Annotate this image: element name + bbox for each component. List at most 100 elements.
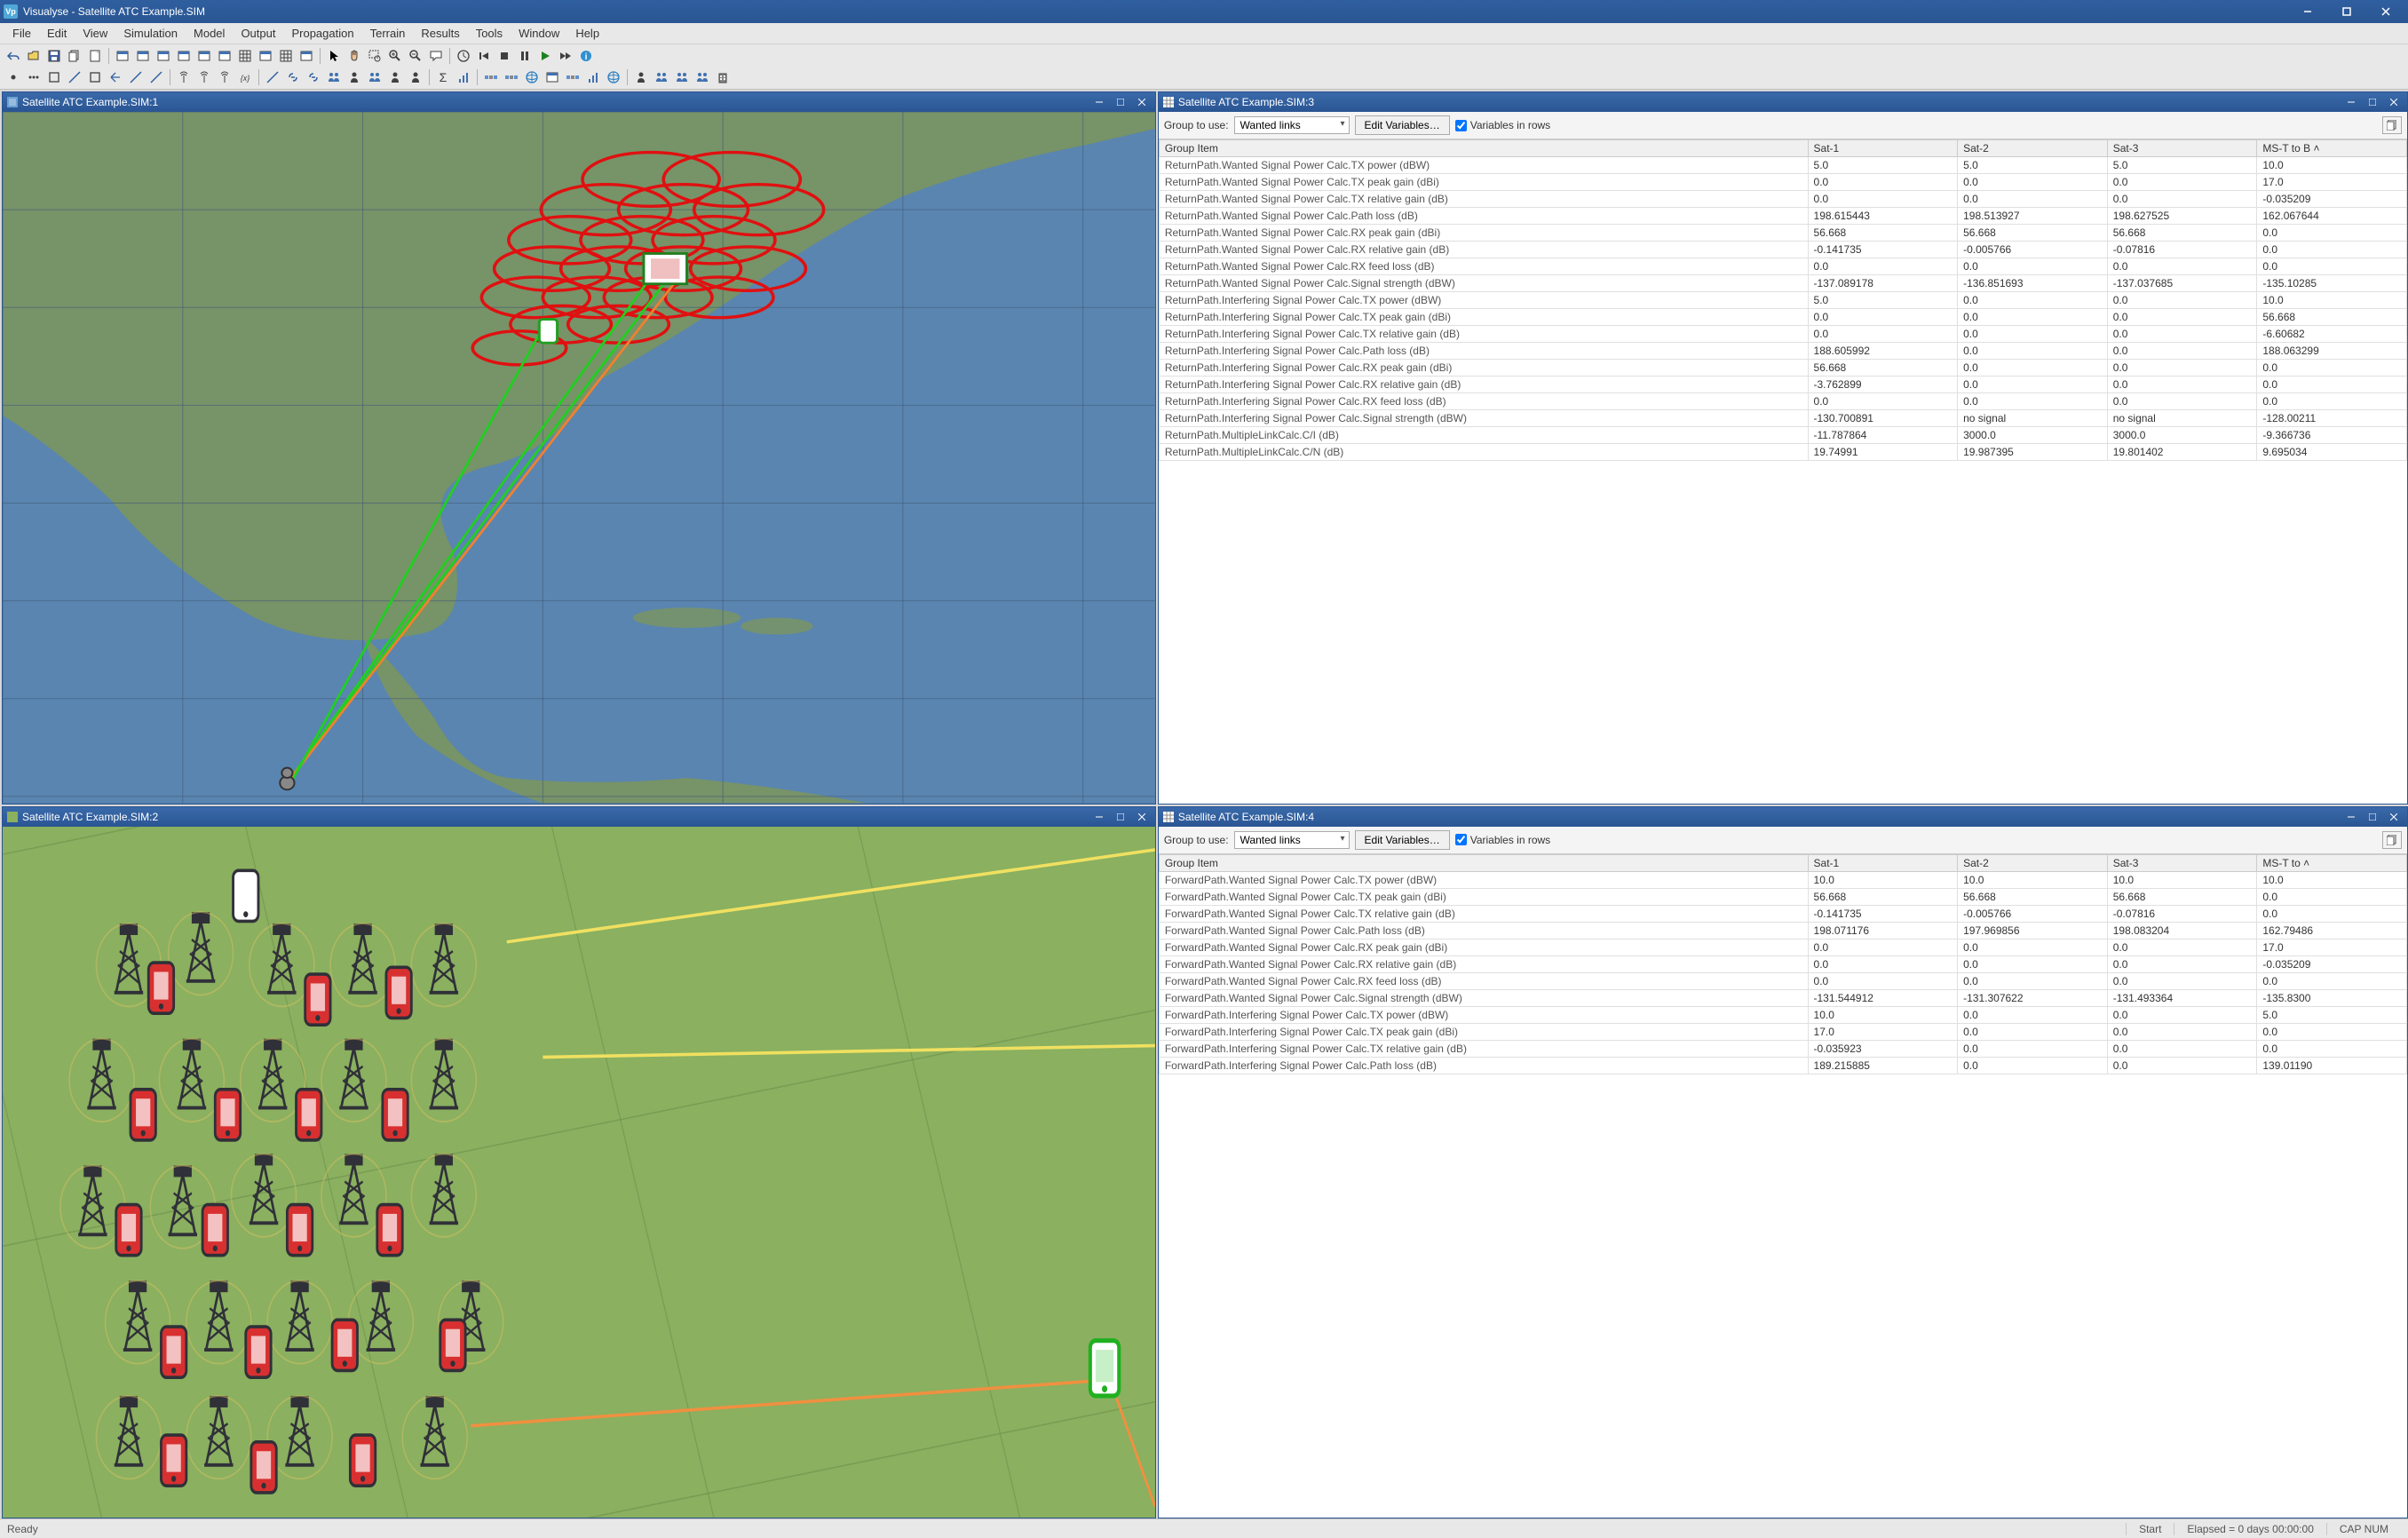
toolbar-building-icon[interactable]: [713, 67, 733, 87]
toolbar-people-icon[interactable]: [672, 67, 692, 87]
menu-file[interactable]: File: [5, 25, 38, 42]
toolbar-globe-icon[interactable]: [522, 67, 542, 87]
toolbar-zoomout-icon[interactable]: [406, 46, 425, 66]
table-scroll-4[interactable]: Group ItemSat-1Sat-2Sat-3MS-T to ˄Forwar…: [1159, 854, 2407, 1518]
map-world-view[interactable]: [3, 112, 1155, 804]
toolbar-window-icon[interactable]: [543, 67, 562, 87]
toolbar-play-icon[interactable]: [535, 46, 555, 66]
toolbar-line-icon[interactable]: [147, 67, 166, 87]
col-header[interactable]: Group Item: [1159, 854, 1808, 871]
toolbar-antenna-icon[interactable]: [194, 67, 214, 87]
toolbar-chat-icon[interactable]: [426, 46, 446, 66]
toolbar-grid-icon[interactable]: [235, 46, 255, 66]
toolbar-window-icon[interactable]: [133, 46, 153, 66]
child-maximize-button[interactable]: [2363, 94, 2382, 110]
toolbar-people-icon[interactable]: [324, 67, 344, 87]
toolbar-save-icon[interactable]: [44, 46, 64, 66]
group-select[interactable]: Wanted links: [1234, 831, 1350, 849]
toolbar-zoomrect-icon[interactable]: [365, 46, 384, 66]
toolbar-copy-icon[interactable]: [65, 46, 84, 66]
toolbar-person-icon[interactable]: [631, 67, 651, 87]
toolbar-people-icon[interactable]: [365, 67, 384, 87]
toolbar-new-icon[interactable]: [85, 46, 105, 66]
child-close-button[interactable]: [2384, 809, 2404, 825]
child-minimize-button[interactable]: [2341, 94, 2361, 110]
child-close-button[interactable]: [1132, 809, 1152, 825]
toolbar-window-icon[interactable]: [113, 46, 132, 66]
toolbar-window-icon[interactable]: [256, 46, 275, 66]
col-header[interactable]: MS-T to ˄: [2257, 854, 2407, 871]
toolbar-chart-icon[interactable]: [454, 67, 473, 87]
toolbar-sat-icon[interactable]: [563, 67, 582, 87]
toolbar-undo-icon[interactable]: [4, 46, 23, 66]
vars-in-rows-checkbox[interactable]: [1455, 834, 1467, 845]
toolbar-sat-icon[interactable]: [502, 67, 521, 87]
menu-edit[interactable]: Edit: [40, 25, 74, 42]
menu-output[interactable]: Output: [234, 25, 282, 42]
col-header[interactable]: Sat-2: [1958, 140, 2108, 157]
child-maximize-button[interactable]: [1111, 809, 1130, 825]
toolbar-window-icon[interactable]: [297, 46, 316, 66]
toolbar-globe-icon[interactable]: [604, 67, 623, 87]
child-minimize-button[interactable]: [1089, 809, 1109, 825]
menu-results[interactable]: Results: [414, 25, 466, 42]
child-maximize-button[interactable]: [1111, 94, 1130, 110]
toolbar-line-icon[interactable]: [126, 67, 146, 87]
toolbar-zoomin-icon[interactable]: [385, 46, 405, 66]
toolbar-link-icon[interactable]: [304, 67, 323, 87]
toolbar-window-icon[interactable]: [215, 46, 234, 66]
table-scroll-3[interactable]: Group ItemSat-1Sat-2Sat-3MS-T to B ˄Retu…: [1159, 139, 2407, 804]
child-minimize-button[interactable]: [1089, 94, 1109, 110]
toolbar-info-icon[interactable]: i: [576, 46, 596, 66]
toolbar-arrows-icon[interactable]: [106, 67, 125, 87]
toolbar-cursor-icon[interactable]: [324, 46, 344, 66]
toolbar-antenna-icon[interactable]: [215, 67, 234, 87]
menu-view[interactable]: View: [75, 25, 115, 42]
menu-tools[interactable]: Tools: [469, 25, 510, 42]
toolbar-stepback-icon[interactable]: [474, 46, 494, 66]
toolbar-window-icon[interactable]: [174, 46, 194, 66]
col-header[interactable]: Sat-1: [1808, 140, 1958, 157]
toolbar-dot-icon[interactable]: [4, 67, 23, 87]
toolbar-window-icon[interactable]: [194, 46, 214, 66]
toolbar-line-icon[interactable]: [263, 67, 282, 87]
toolbar-pause-icon[interactable]: [515, 46, 535, 66]
menu-terrain[interactable]: Terrain: [363, 25, 413, 42]
toolbar-people-icon[interactable]: [693, 67, 712, 87]
menu-propagation[interactable]: Propagation: [284, 25, 360, 42]
copy-icon[interactable]: [2382, 831, 2402, 849]
col-header[interactable]: Sat-2: [1958, 854, 2108, 871]
menu-model[interactable]: Model: [186, 25, 232, 42]
edit-variables-button[interactable]: Edit Variables…: [1355, 830, 1450, 850]
maximize-button[interactable]: [2328, 2, 2365, 21]
menu-help[interactable]: Help: [568, 25, 606, 42]
toolbar-clock-icon[interactable]: [454, 46, 473, 66]
col-header[interactable]: Sat-1: [1808, 854, 1958, 871]
vars-in-rows-checkbox[interactable]: [1455, 120, 1467, 131]
toolbar-stop-icon[interactable]: [495, 46, 514, 66]
child-minimize-button[interactable]: [2341, 809, 2361, 825]
copy-icon[interactable]: [2382, 116, 2402, 134]
toolbar-line-icon[interactable]: [65, 67, 84, 87]
col-header[interactable]: Sat-3: [2107, 854, 2257, 871]
child-close-button[interactable]: [1132, 94, 1152, 110]
toolbar-link-icon[interactable]: [283, 67, 303, 87]
toolbar-hand-icon[interactable]: [345, 46, 364, 66]
toolbar-fx-icon[interactable]: {x}: [235, 67, 255, 87]
toolbar-antenna-icon[interactable]: [174, 67, 194, 87]
toolbar-person-icon[interactable]: [406, 67, 425, 87]
toolbar-sat-icon[interactable]: [481, 67, 501, 87]
toolbar-window-icon[interactable]: [154, 46, 173, 66]
minimize-button[interactable]: [2289, 2, 2326, 21]
col-header[interactable]: Group Item: [1159, 140, 1808, 157]
toolbar-people-icon[interactable]: [652, 67, 671, 87]
toolbar-person-icon[interactable]: [345, 67, 364, 87]
toolbar-person-icon[interactable]: [385, 67, 405, 87]
child-maximize-button[interactable]: [2363, 809, 2382, 825]
toolbar-dots-icon[interactable]: [24, 67, 44, 87]
child-close-button[interactable]: [2384, 94, 2404, 110]
toolbar-square-icon[interactable]: [85, 67, 105, 87]
toolbar-square-icon[interactable]: [44, 67, 64, 87]
edit-variables-button[interactable]: Edit Variables…: [1355, 115, 1450, 135]
menu-simulation[interactable]: Simulation: [116, 25, 185, 42]
